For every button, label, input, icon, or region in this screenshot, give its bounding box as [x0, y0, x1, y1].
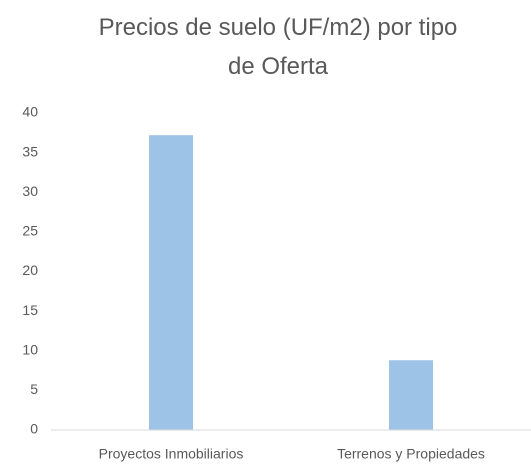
y-tick-label: 5: [30, 381, 38, 397]
x-tick-label: Terrenos y Propiedades: [337, 446, 485, 462]
x-tick-label: Proyectos Inmobiliarios: [99, 446, 244, 462]
y-tick-label: 0: [30, 421, 38, 437]
y-tick-label: 20: [22, 262, 38, 278]
y-tick-label: 25: [22, 223, 38, 239]
y-tick-label: 30: [22, 183, 38, 199]
y-tick-label: 15: [22, 302, 38, 318]
y-tick-label: 35: [22, 143, 38, 159]
y-tick-label: 40: [22, 104, 38, 120]
chart-title: Precios de suelo (UF/m2) por tipo de Ofe…: [98, 14, 458, 80]
bar: [149, 135, 193, 430]
bar: [389, 360, 433, 430]
y-tick-label: 10: [22, 341, 38, 357]
